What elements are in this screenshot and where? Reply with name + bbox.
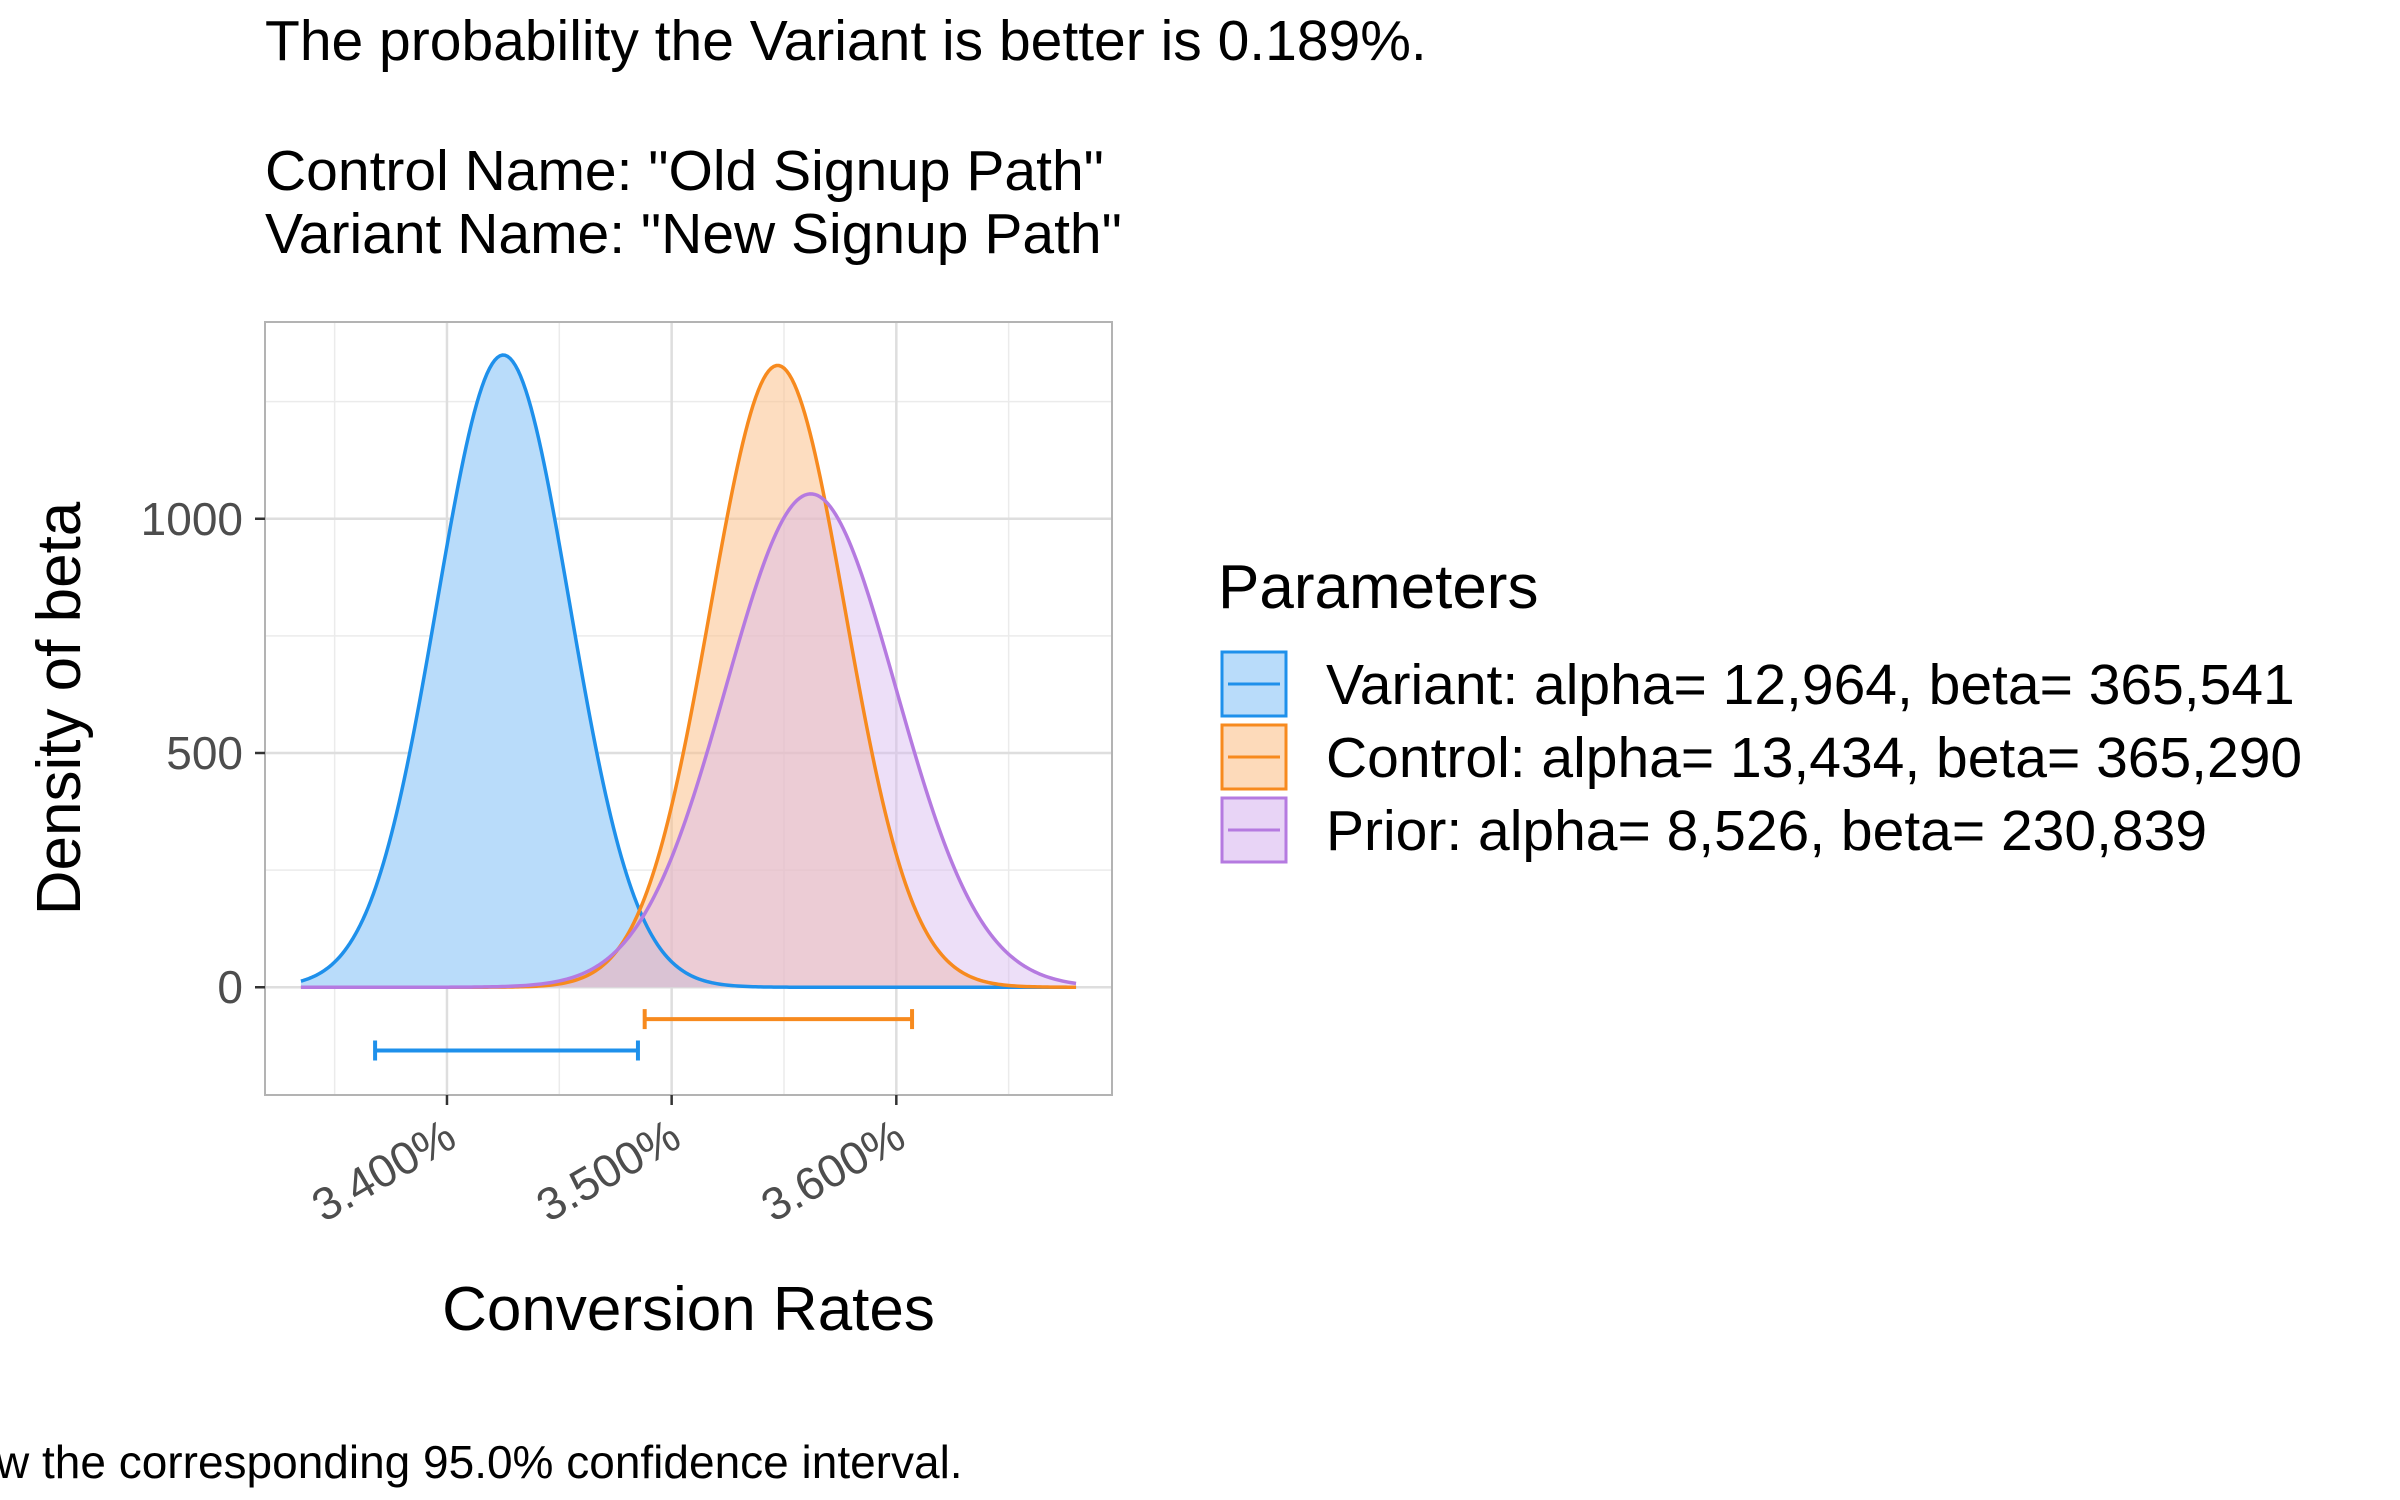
x-tick-label: 3.400% <box>303 1109 464 1232</box>
x-tick-label: 3.600% <box>752 1109 913 1232</box>
y-tick-label: 0 <box>217 961 243 1013</box>
y-axis-title: Density of beta <box>25 501 94 915</box>
legend: Parameters Variant: alpha= 12,964, beta=… <box>1218 553 2302 864</box>
density-areas <box>300 355 1077 988</box>
legend-label: Control: alpha= 13,434, beta= 365,290 <box>1326 726 2302 790</box>
x-tick-label: 3.500% <box>528 1109 689 1232</box>
density-area-1 <box>300 365 1077 988</box>
y-tick-label: 1000 <box>141 493 243 545</box>
title-line-2: Control Name: "Old Signup Path" <box>265 139 1104 203</box>
density-line-2 <box>300 492 1077 989</box>
y-tick-label: 500 <box>166 727 243 779</box>
plot-border <box>264 321 1113 1096</box>
density-area-0 <box>300 355 1077 988</box>
legend-item-2: Prior: alpha= 8,526, beta= 230,839 <box>1220 796 2207 864</box>
legend-title: Parameters <box>1218 553 1538 622</box>
legend-label: Variant: alpha= 12,964, beta= 365,541 <box>1326 653 2295 717</box>
legend-item-1: Control: alpha= 13,434, beta= 365,290 <box>1220 723 2302 791</box>
legend-label: Prior: alpha= 8,526, beta= 230,839 <box>1326 799 2207 863</box>
legend-item-0: Variant: alpha= 12,964, beta= 365,541 <box>1220 650 2295 718</box>
title-line-3: Variant Name: "New Signup Path" <box>265 202 1122 266</box>
plot-panel <box>264 321 1113 1096</box>
density-line-0 <box>300 353 1077 989</box>
x-axis-ticks: 3.400% 3.500% 3.600% <box>303 1095 913 1232</box>
title-line-0: The probability the Variant is better is… <box>265 9 1427 73</box>
density-lines <box>300 353 1077 989</box>
confidence-interval-0 <box>373 1040 640 1061</box>
chart-title: The probability the Variant is better is… <box>265 9 1427 266</box>
x-axis-title: Conversion Rates <box>442 1275 935 1344</box>
confidence-intervals <box>373 1009 915 1061</box>
chart-caption: w the corresponding 95.0% confidence int… <box>0 1436 963 1488</box>
density-area-2 <box>300 493 1077 988</box>
confidence-interval-1 <box>642 1009 915 1030</box>
y-axis-ticks: 0 500 1000 <box>141 493 265 1013</box>
